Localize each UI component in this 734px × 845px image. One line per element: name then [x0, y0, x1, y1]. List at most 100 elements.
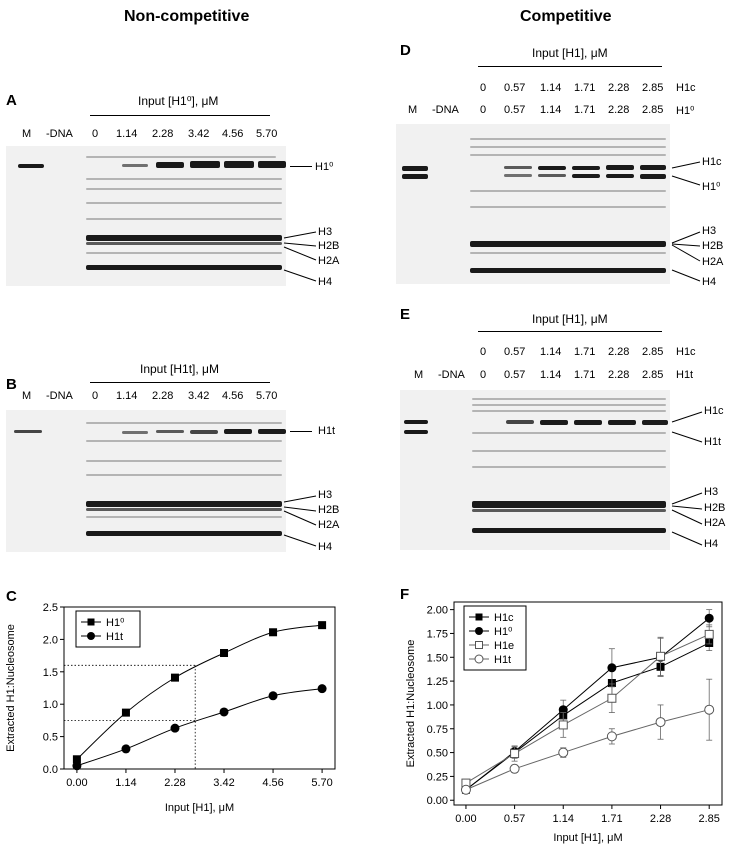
panel-d-r2-2: 0 [480, 104, 487, 116]
panel-b-lane-2: 1.14 [116, 390, 138, 402]
y-tick-label: 1.75 [427, 628, 448, 640]
data-point [219, 707, 229, 717]
panel-b-band-h2b: H2B [318, 504, 340, 516]
panel-b-bracket-line [90, 382, 270, 383]
x-tick-label: 5.70 [311, 777, 332, 789]
panel-b-gel-image [6, 410, 286, 552]
y-tick-label: 0.25 [427, 771, 448, 783]
series-line [465, 633, 710, 784]
x-tick-label: 0.57 [504, 813, 525, 825]
panel-e-band-h1c: H1c [704, 405, 724, 417]
panel-b-letter: B [6, 376, 17, 393]
panel-a-lane-4: 3.42 [188, 128, 210, 140]
panel-b-input-title: Input [H1t], μM [140, 362, 219, 376]
data-point [121, 708, 130, 717]
panel-e-r2-nodna: -DNA [438, 369, 465, 381]
panel-d-band-h10: H1⁰ [702, 181, 721, 193]
data-point [558, 747, 569, 758]
panel-d-r2-label: H1⁰ [676, 105, 695, 117]
legend-marker [475, 641, 483, 649]
x-axis-label: Input [H1], μM [553, 832, 622, 844]
panel-d-r2-5: 1.71 [574, 104, 596, 116]
panel-c-letter: C [6, 588, 17, 605]
y-tick-label: 0.50 [427, 748, 448, 760]
data-point [655, 717, 666, 728]
panel-e-band-pointers [671, 411, 703, 546]
legend-marker [474, 654, 484, 664]
legend-label: H1t [494, 654, 511, 666]
y-axis-label: Extracted H1:Nucleosome [405, 640, 417, 768]
panel-b-lane-m: M [22, 390, 32, 402]
data-point [606, 731, 617, 742]
data-point [704, 704, 715, 715]
panel-e-band-h2a: H2A [704, 517, 726, 529]
legend-marker [475, 613, 483, 621]
y-tick-label: 2.0 [43, 634, 58, 646]
series-line [76, 688, 323, 767]
panel-d-r2-m: M [408, 104, 418, 116]
panel-e-r1-4: 2.28 [608, 346, 630, 358]
data-point [510, 749, 520, 759]
panel-b-lane-1: 0 [92, 390, 99, 402]
panel-a-bracket-line [90, 115, 270, 116]
data-point [72, 761, 82, 771]
panel-e-input-title: Input [H1], μM [532, 312, 608, 326]
panel-a-lane-nodna: -DNA [46, 128, 73, 140]
y-tick-label: 1.50 [427, 652, 448, 664]
panel-a-gel-image [6, 146, 286, 286]
panel-e-r1-3: 1.71 [574, 346, 596, 358]
panel-e-r2-m: M [414, 369, 424, 381]
data-point [704, 629, 714, 639]
panel-d-band-h2a: H2A [702, 256, 724, 268]
panel-d-r1-1: 0.57 [504, 82, 526, 94]
data-point [607, 693, 617, 703]
x-tick-label: 1.14 [115, 777, 136, 789]
panel-d-band-pointers [671, 161, 701, 282]
panel-b-band-h3: H3 [318, 489, 333, 501]
panel-d-letter: D [400, 42, 411, 59]
panel-e-r1-0: 0 [480, 346, 487, 358]
panel-e-bracket-line [478, 331, 662, 332]
panel-d-r2-3: 0.57 [504, 104, 526, 116]
x-tick-label: 2.85 [698, 813, 719, 825]
panel-b-band-h1t: H1t [318, 425, 336, 437]
panel-e-letter: E [400, 306, 411, 323]
panel-d-band-h1c: H1c [702, 156, 722, 168]
panel-d-r1-label: H1c [676, 82, 696, 94]
panel-d-bracket-line [478, 66, 662, 67]
legend-marker [475, 627, 483, 635]
y-axis-label: Extracted H1:Nucleosome [5, 624, 17, 752]
data-point [170, 673, 179, 682]
y-tick-label: 1.00 [427, 700, 448, 712]
legend-label: H1⁰ [106, 617, 125, 629]
data-point [460, 784, 471, 795]
legend-marker [87, 632, 95, 640]
panel-d-band-h4: H4 [702, 276, 717, 288]
panel-b-lane-nodna: -DNA [46, 390, 73, 402]
panel-a-lane-3: 2.28 [152, 128, 174, 140]
panel-e-r2-3: 0.57 [504, 369, 526, 381]
data-point [121, 744, 131, 754]
panel-a-lane-6: 5.70 [256, 128, 278, 140]
panel-d-gel-image [396, 124, 670, 284]
panel-a-band-h10: H1⁰ [315, 161, 334, 173]
data-point [704, 613, 714, 623]
panel-a-lane-2: 1.14 [116, 128, 138, 140]
panel-a-band-h2b: H2B [318, 240, 340, 252]
panel-b-band-h4: H4 [318, 541, 333, 553]
panel-d-input-title: Input [H1], μM [532, 46, 608, 60]
panel-e-gel-image [400, 390, 670, 550]
panel-a-input-title: Input [H1⁰], μM [138, 94, 219, 108]
series-line [465, 709, 710, 791]
y-tick-label: 0.00 [427, 795, 448, 807]
panel-e-r2-2: 0 [480, 369, 487, 381]
data-point [269, 628, 278, 637]
chart-f: 0.00 0.25 0.50 0.75 1.00 1.25 1.50 1.75 2.00 0.00… [405, 601, 723, 844]
data-point [72, 755, 81, 764]
panel-e-r2-label: H1t [676, 369, 694, 381]
y-tick-label: 0.5 [43, 732, 58, 744]
x-tick-label: 1.14 [553, 813, 574, 825]
x-tick-label: 0.00 [66, 777, 87, 789]
data-point [656, 651, 666, 661]
panel-a-lane-m: M [22, 128, 32, 140]
